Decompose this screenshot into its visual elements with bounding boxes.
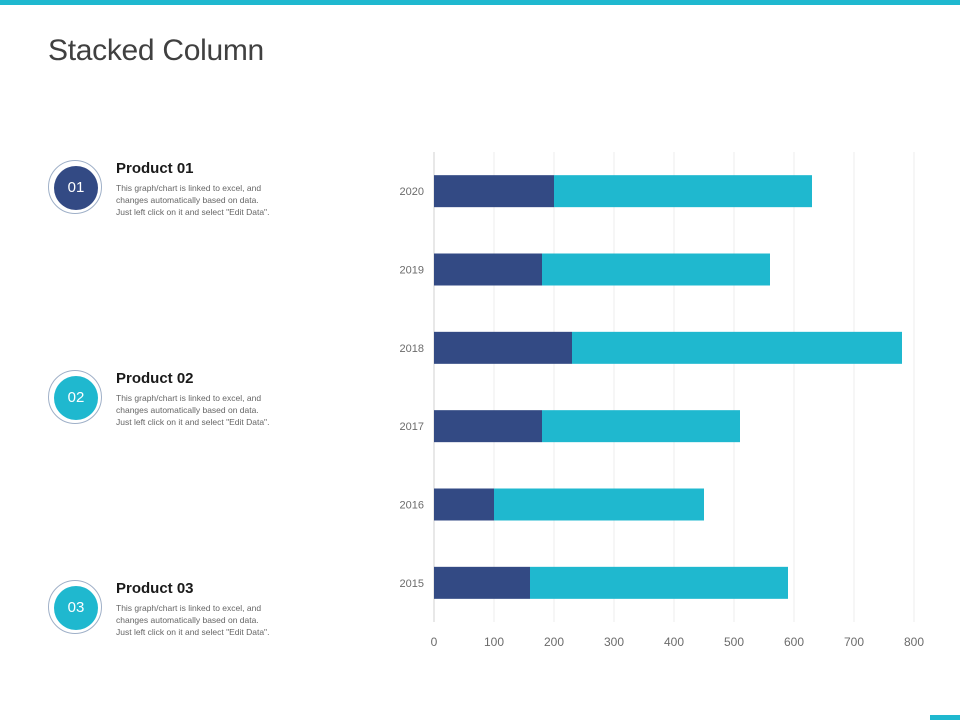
bar-2017-series-2 [542, 410, 740, 443]
bar-2015-series-1 [434, 566, 530, 599]
badge-ring: 01 [48, 160, 102, 214]
x-tick-label: 0 [431, 635, 438, 649]
bar-2020-series-2 [554, 175, 812, 208]
y-tick-label: 2016 [400, 500, 424, 512]
badge-ring: 02 [48, 370, 102, 424]
bar-2020-series-1 [434, 175, 554, 208]
x-tick-label: 300 [604, 635, 624, 649]
product-title: Product 02 [116, 370, 194, 387]
top-accent-bar [0, 0, 960, 5]
y-tick-label: 2015 [400, 578, 424, 590]
y-tick-label: 2020 [400, 186, 424, 198]
stacked-bar-chart: 0 100 200 300 400 500 600 700 800 2020 2019 2018 201… [400, 152, 924, 649]
x-tick-label: 700 [844, 635, 864, 649]
bar-2019-series-1 [434, 253, 542, 286]
bar-2017-series-1 [434, 410, 542, 443]
product-description: This graph/chart is linked to excel, and… [116, 603, 270, 637]
bar-2015-series-2 [530, 566, 788, 599]
y-tick-label: 2017 [400, 421, 424, 433]
product-description: This graph/chart is linked to excel, and… [116, 183, 270, 217]
corner-accent [930, 715, 960, 720]
number-badge: 03 [54, 586, 98, 630]
x-tick-label: 600 [784, 635, 804, 649]
product-01: 01 Product 01 This graph/chart is linked… [48, 160, 338, 220]
product-title: Product 01 [116, 160, 194, 177]
x-tick-label: 400 [664, 635, 684, 649]
bar-2018-series-1 [434, 331, 572, 364]
number-badge: 01 [54, 166, 98, 210]
bar-2019-series-2 [542, 253, 770, 286]
number-badge: 02 [54, 376, 98, 420]
bar-2016-series-1 [434, 488, 494, 521]
bar-2018-series-2 [572, 331, 902, 364]
x-tick-label: 500 [724, 635, 744, 649]
product-03: 03 Product 03 This graph/chart is linked… [48, 580, 338, 640]
x-tick-label: 100 [484, 635, 504, 649]
x-tick-label: 800 [904, 635, 924, 649]
product-02: 02 Product 02 This graph/chart is linked… [48, 370, 338, 430]
bar-2016-series-2 [494, 488, 704, 521]
page-title: Stacked Column [48, 34, 264, 67]
product-title: Product 03 [116, 580, 194, 597]
y-tick-label: 2019 [400, 265, 424, 277]
x-tick-label: 200 [544, 635, 564, 649]
product-description: This graph/chart is linked to excel, and… [116, 393, 270, 427]
y-tick-label: 2018 [400, 343, 424, 355]
badge-ring: 03 [48, 580, 102, 634]
